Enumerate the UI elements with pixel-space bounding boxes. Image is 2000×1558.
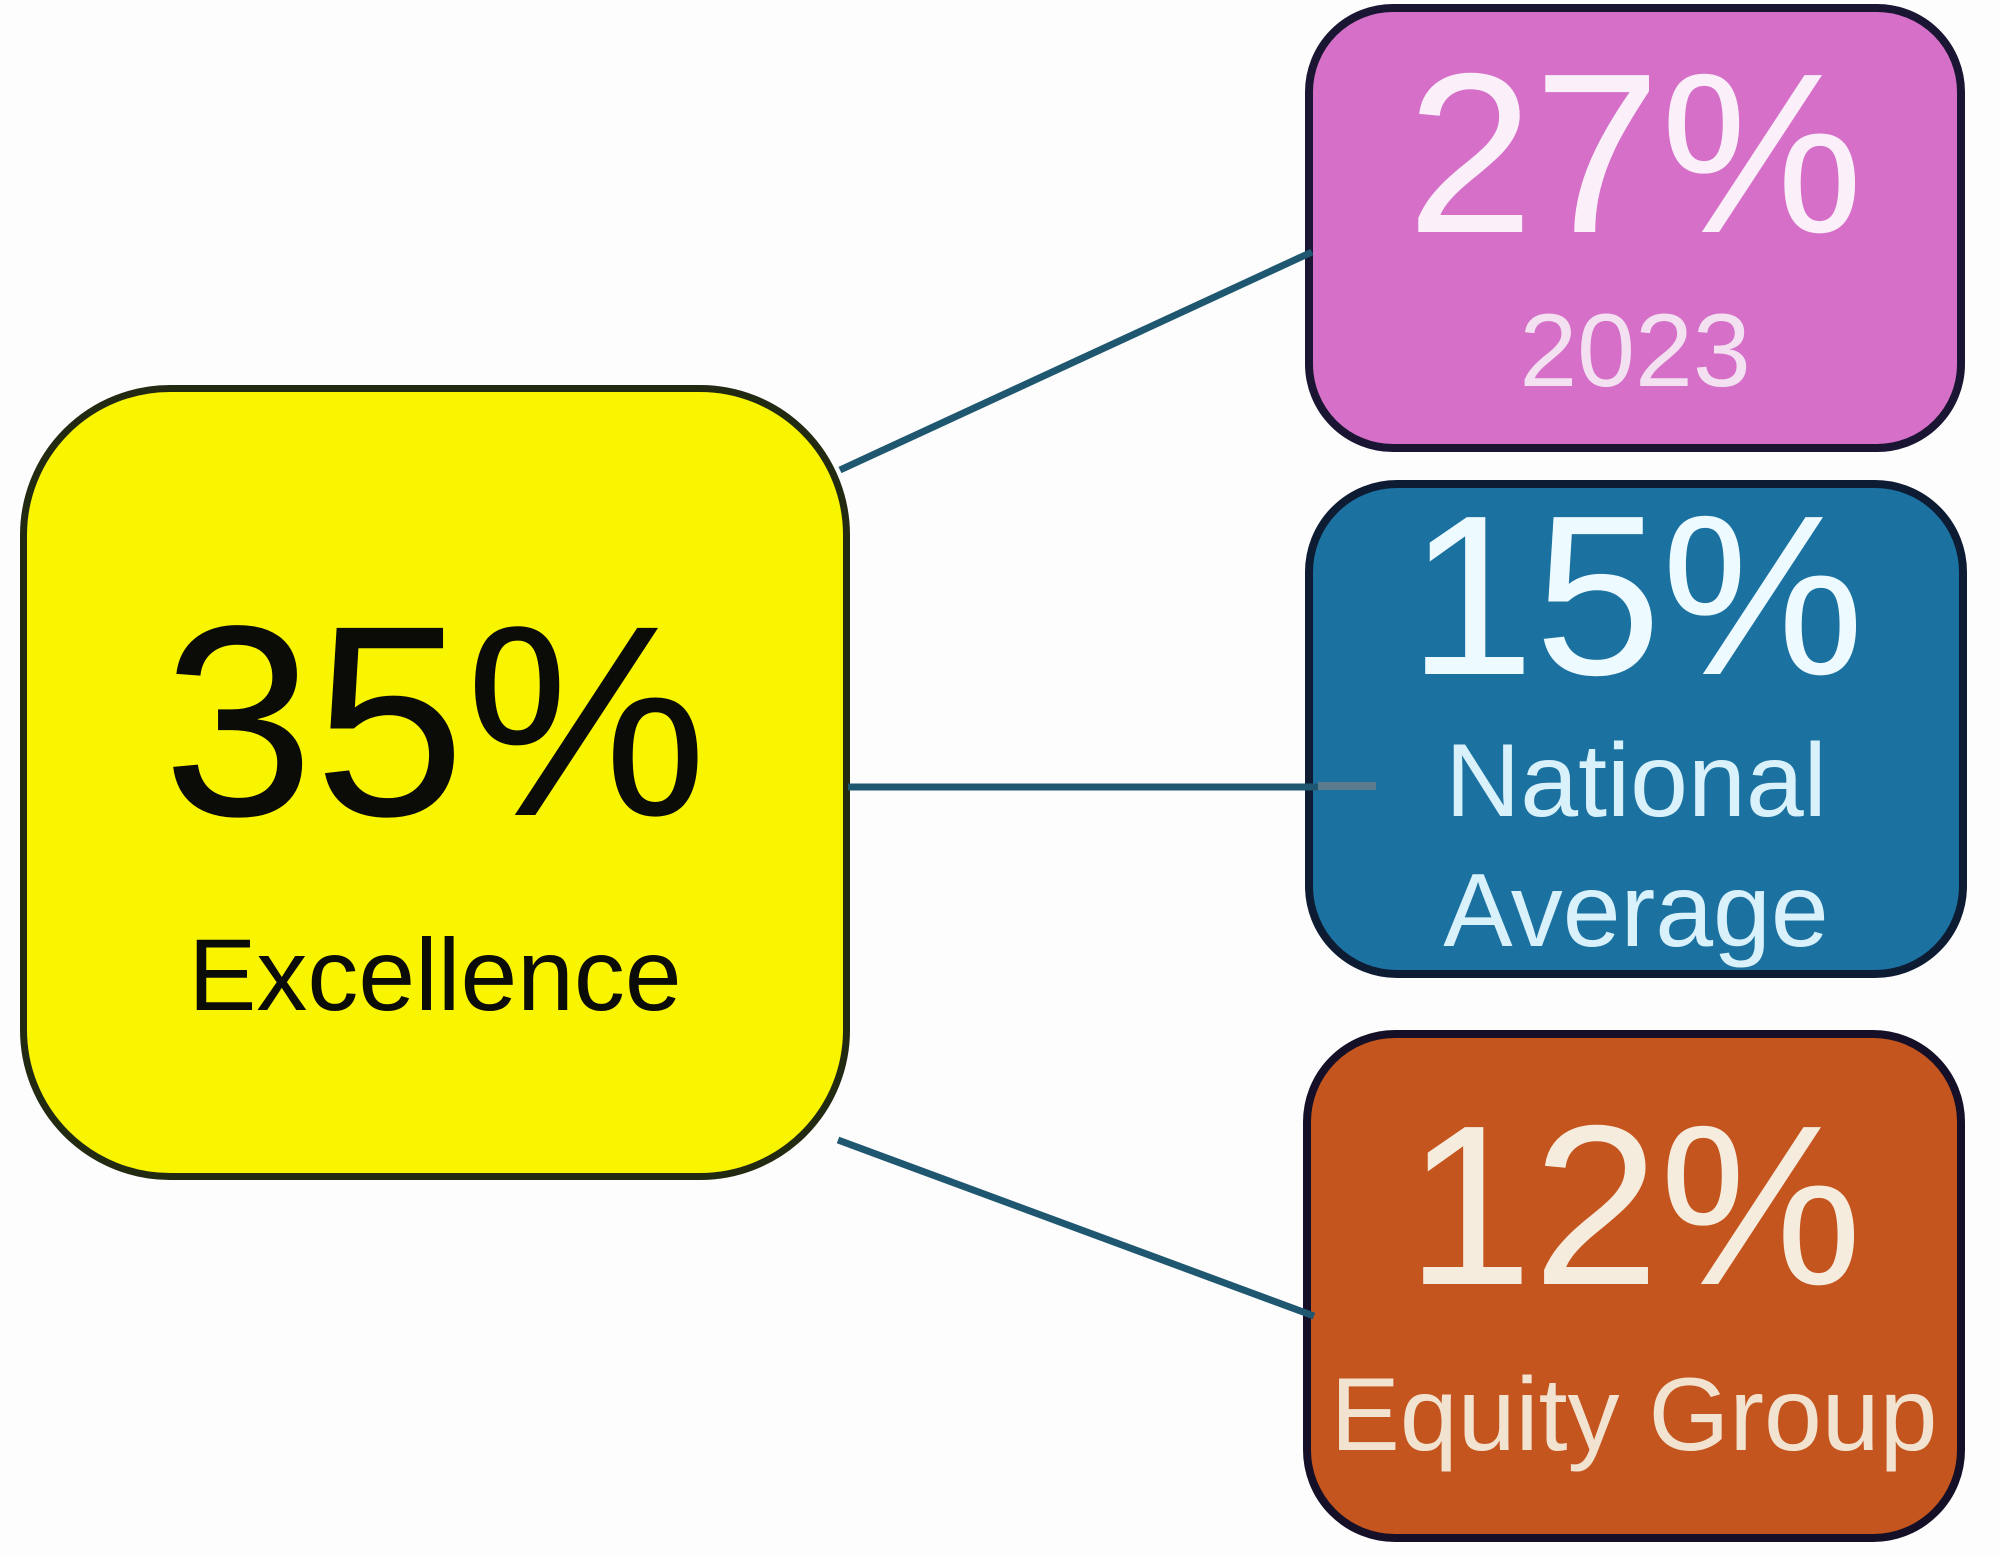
equity-group-value: 12% bbox=[1405, 1079, 1863, 1333]
excellence-label: Excellence bbox=[188, 918, 682, 1033]
equity-group-label: Equity Group bbox=[1330, 1357, 1938, 1473]
node-excellence: 35% Excellence bbox=[20, 385, 850, 1180]
2023-label: 2023 bbox=[1519, 293, 1751, 409]
node-2023: 27% 2023 bbox=[1305, 4, 1965, 452]
node-equity-group: 12% Equity Group bbox=[1303, 1030, 1965, 1542]
2023-value: 27% bbox=[1406, 27, 1864, 281]
national-average-label: National Average bbox=[1443, 716, 1828, 976]
national-average-label-line1: National bbox=[1445, 723, 1827, 839]
excellence-value: 35% bbox=[162, 569, 708, 874]
node-national-average: 15% National Average bbox=[1305, 480, 1967, 978]
national-average-value: 15% bbox=[1407, 469, 1865, 723]
connector-to-equity bbox=[836, 1136, 1316, 1320]
national-average-label-line2: Average bbox=[1443, 853, 1829, 969]
connector-to-2023 bbox=[838, 248, 1314, 474]
